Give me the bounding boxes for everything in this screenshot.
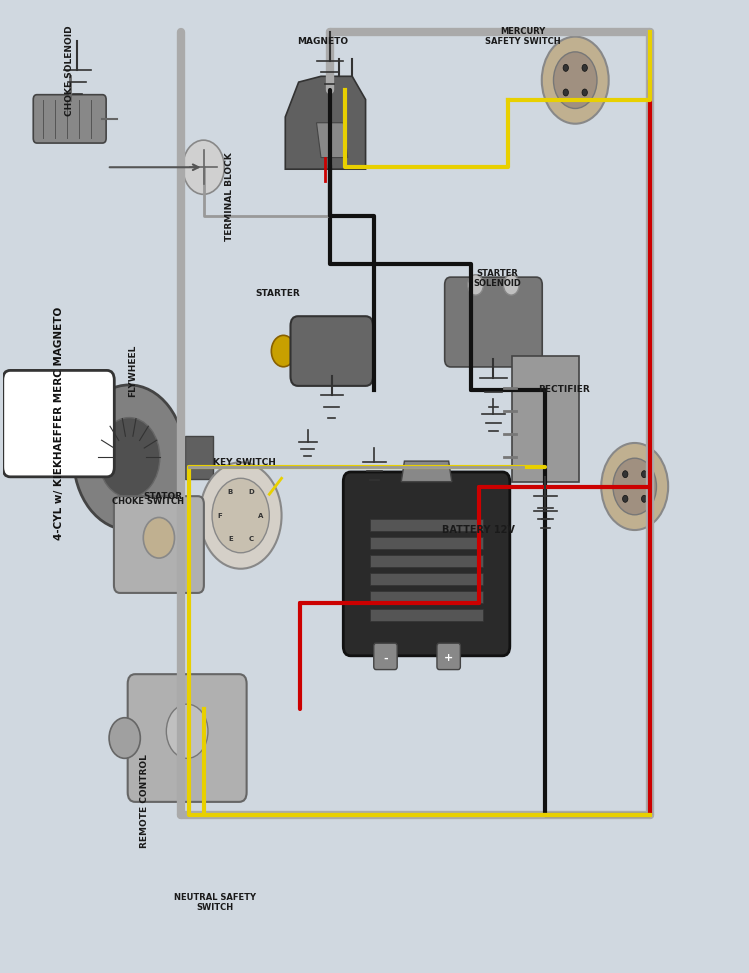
Circle shape bbox=[166, 704, 208, 758]
Circle shape bbox=[641, 495, 647, 502]
Text: MAGNETO: MAGNETO bbox=[297, 37, 348, 46]
Text: A: A bbox=[258, 513, 264, 519]
Circle shape bbox=[468, 274, 483, 295]
Circle shape bbox=[582, 64, 587, 71]
FancyBboxPatch shape bbox=[437, 643, 461, 669]
Polygon shape bbox=[317, 123, 348, 158]
Circle shape bbox=[271, 336, 296, 367]
Text: CHOKE SWITCH: CHOKE SWITCH bbox=[112, 496, 184, 506]
Circle shape bbox=[554, 52, 597, 108]
FancyBboxPatch shape bbox=[33, 94, 106, 143]
Polygon shape bbox=[401, 461, 452, 482]
FancyBboxPatch shape bbox=[3, 371, 115, 477]
FancyBboxPatch shape bbox=[374, 643, 397, 669]
Polygon shape bbox=[370, 519, 483, 531]
Text: STARTER
SOLENOID: STARTER SOLENOID bbox=[473, 269, 521, 288]
Polygon shape bbox=[370, 591, 483, 603]
Polygon shape bbox=[185, 436, 213, 480]
Circle shape bbox=[563, 64, 568, 71]
Polygon shape bbox=[370, 537, 483, 549]
Circle shape bbox=[622, 471, 628, 478]
Text: RECTIFIER: RECTIFIER bbox=[539, 385, 590, 394]
Text: TERMINAL BLOCK: TERMINAL BLOCK bbox=[225, 152, 234, 240]
Circle shape bbox=[73, 385, 185, 530]
FancyBboxPatch shape bbox=[114, 496, 204, 593]
Text: NEUTRAL SAFETY
SWITCH: NEUTRAL SAFETY SWITCH bbox=[174, 893, 255, 913]
Text: CHOKE SOLENOID: CHOKE SOLENOID bbox=[65, 25, 74, 116]
Text: D: D bbox=[248, 489, 254, 495]
Circle shape bbox=[601, 443, 668, 530]
Text: REMOTE CONTROL: REMOTE CONTROL bbox=[139, 754, 148, 847]
Text: +: + bbox=[444, 654, 453, 664]
Circle shape bbox=[622, 495, 628, 502]
Polygon shape bbox=[370, 609, 483, 622]
Circle shape bbox=[542, 37, 609, 124]
Text: BATTERY 12V: BATTERY 12V bbox=[442, 525, 515, 535]
Text: -: - bbox=[383, 654, 388, 664]
FancyBboxPatch shape bbox=[512, 356, 579, 482]
Text: F: F bbox=[218, 513, 222, 519]
Circle shape bbox=[613, 458, 656, 515]
Text: STARTER: STARTER bbox=[255, 289, 300, 298]
Text: 4-CYL w/ KIEKHAEFFER MERC MAGNETO: 4-CYL w/ KIEKHAEFFER MERC MAGNETO bbox=[53, 307, 64, 540]
Circle shape bbox=[143, 518, 175, 559]
Circle shape bbox=[183, 140, 224, 195]
Circle shape bbox=[503, 274, 519, 295]
Text: FLYWHEEL: FLYWHEEL bbox=[128, 344, 137, 397]
Text: C: C bbox=[249, 535, 253, 542]
Circle shape bbox=[582, 89, 587, 96]
Circle shape bbox=[563, 89, 568, 96]
Text: B: B bbox=[228, 489, 233, 495]
Circle shape bbox=[109, 718, 140, 758]
Polygon shape bbox=[370, 573, 483, 586]
Polygon shape bbox=[285, 76, 366, 169]
Text: MERCURY
SAFETY SWITCH: MERCURY SAFETY SWITCH bbox=[485, 27, 561, 47]
Circle shape bbox=[212, 479, 270, 553]
Text: STATOR: STATOR bbox=[143, 491, 182, 501]
Text: KEY SWITCH: KEY SWITCH bbox=[213, 458, 276, 467]
Circle shape bbox=[200, 462, 282, 569]
FancyBboxPatch shape bbox=[127, 674, 246, 802]
Polygon shape bbox=[370, 555, 483, 567]
FancyBboxPatch shape bbox=[291, 316, 373, 386]
Circle shape bbox=[641, 471, 647, 478]
FancyBboxPatch shape bbox=[445, 277, 542, 367]
Text: E: E bbox=[228, 535, 233, 542]
Circle shape bbox=[99, 417, 160, 497]
FancyBboxPatch shape bbox=[343, 472, 510, 656]
